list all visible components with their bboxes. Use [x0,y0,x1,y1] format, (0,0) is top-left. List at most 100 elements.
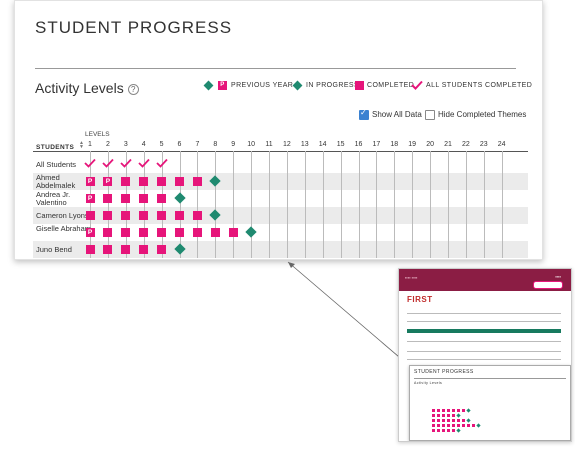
level-header: 12 [282,141,291,148]
completed-square-icon[interactable] [192,227,202,237]
mini-cell [437,414,440,417]
level-gridline [107,151,109,258]
completed-square-icon[interactable] [121,210,131,220]
student-name[interactable]: Andrea Jr. Valentino [36,190,71,207]
mini-cell [452,424,455,427]
completed-square-icon[interactable] [157,176,167,186]
level-header: 3 [123,141,128,148]
completed-square-icon[interactable] [103,227,113,237]
completed-square-icon [355,81,364,90]
completed-square-icon[interactable] [192,210,202,220]
thumbnail-student-progress: STUDENT PROGRESS Activity Levels [409,365,571,441]
completed-square-icon[interactable] [103,210,113,220]
mini-cell [462,424,465,427]
completed-square-icon[interactable] [85,244,95,254]
table-row [33,173,528,190]
mini-cell [442,429,445,432]
completed-square-icon[interactable] [121,176,131,186]
show-all-data-checkbox[interactable] [359,108,369,120]
mini-cell [437,424,440,427]
student-name[interactable]: Giselle Abraham [36,224,92,233]
mini-cell [442,414,445,417]
question-circle-icon[interactable]: ? [127,84,139,95]
completed-square-icon[interactable] [192,176,202,186]
mini-cell [462,419,465,422]
completed-square-icon[interactable] [139,227,149,237]
level-gridline [483,151,485,258]
students-header[interactable]: STUDENTS [36,144,75,151]
level-header: 5 [159,141,164,148]
completed-square-icon[interactable] [175,210,184,220]
section-title-text: Activity Levels [35,80,124,96]
level-header: 21 [444,141,452,148]
completed-square-icon[interactable] [228,227,238,237]
mini-cell [456,428,461,433]
level-gridline [340,151,342,258]
completed-square-icon[interactable] [139,244,149,254]
level-gridline [179,151,181,258]
hide-completed-themes-label[interactable]: Hide Completed Themes [438,110,527,119]
mini-cell [466,408,471,413]
completed-square-icon[interactable] [210,227,220,237]
level-header: 2 [105,141,110,148]
completed-square-icon[interactable] [139,210,149,220]
all-completed-checkmark-icon[interactable] [84,158,96,168]
mini-cell [447,414,450,417]
mini-cell [452,409,455,412]
all-completed-checkmark-icon[interactable] [120,158,132,168]
completed-square-icon[interactable] [175,227,184,237]
mini-cell [447,429,450,432]
mini-cell [442,409,445,412]
mini-cell [457,424,460,427]
thumbnail-inner-title: STUDENT PROGRESS [414,369,474,375]
level-gridline [358,151,360,258]
all-completed-checkmark-icon[interactable] [102,158,114,168]
level-header: 16 [354,141,363,148]
all-completed-checkmark-icon[interactable] [155,158,168,168]
mini-cell [437,419,440,422]
all-completed-checkmark-icon[interactable] [138,158,150,168]
level-header: 20 [426,141,434,148]
mini-cell [447,409,450,412]
previous-year-badge[interactable]: P [85,193,95,203]
completed-square-icon[interactable] [103,244,113,254]
legend-in-progress: IN PROGRESS [306,82,360,89]
level-gridline [90,151,91,258]
completed-square-icon[interactable] [157,193,167,203]
table-row [33,207,528,224]
completed-square-icon[interactable] [139,176,149,186]
show-all-data-label[interactable]: Show All Data [372,110,422,119]
level-header: 13 [300,141,309,148]
level-gridline [501,151,503,258]
mini-cell [432,424,435,427]
student-name[interactable]: Cameron Lyons [36,211,89,220]
section-title: Activity Levels? [35,80,139,96]
previous-year-badge[interactable]: P [85,176,95,186]
header-divider [33,151,528,152]
completed-square-icon[interactable] [157,227,167,237]
completed-square-icon[interactable] [175,176,184,186]
completed-square-icon[interactable] [85,210,95,220]
sort-icon[interactable]: ▲ ▼ [79,140,84,150]
completed-square-icon[interactable] [139,193,149,203]
student-name[interactable]: Juno Bend [36,245,72,254]
completed-square-icon[interactable] [157,210,167,220]
level-gridline [197,151,199,258]
completed-square-icon[interactable] [121,244,131,254]
thumbnail-user: ▪▪▪▪ [555,274,561,279]
legend-all-completed: ALL STUDENTS COMPLETED [426,82,533,89]
level-gridline [448,151,449,258]
mini-cell [432,409,435,412]
previous-year-badge[interactable]: P [103,176,113,186]
previous-year-badge[interactable]: P [85,227,95,237]
completed-square-icon[interactable] [103,193,113,203]
completed-square-icon[interactable] [121,193,131,203]
completed-square-icon[interactable] [121,227,131,237]
mini-cell [467,424,470,427]
student-name[interactable]: Ahmed Abdelmalek [36,173,76,190]
completed-square-icon[interactable] [157,244,167,254]
level-header: 11 [265,141,273,148]
mini-cell [452,429,455,432]
hide-completed-themes-checkbox[interactable] [425,110,435,120]
mini-cell [476,423,481,428]
